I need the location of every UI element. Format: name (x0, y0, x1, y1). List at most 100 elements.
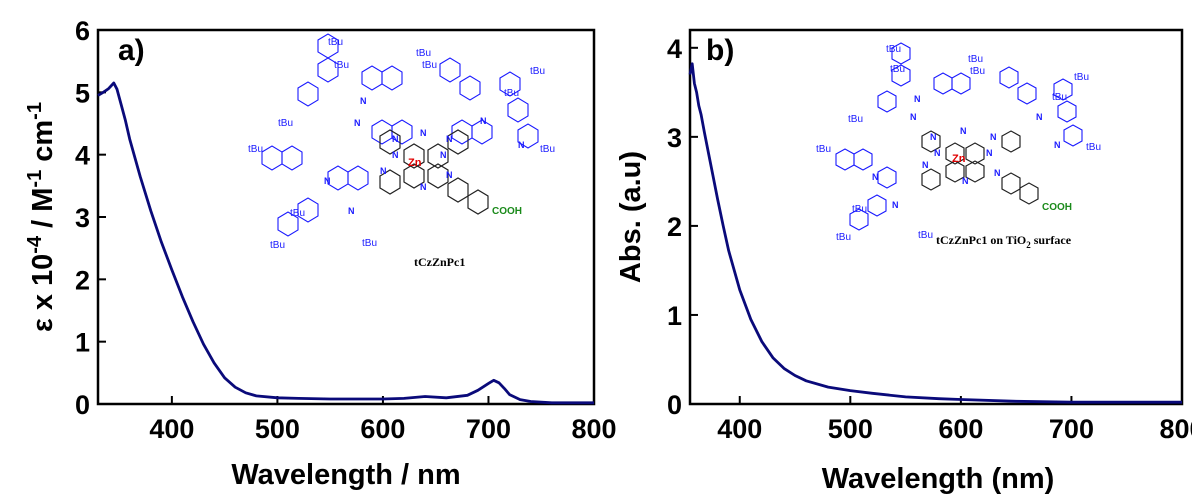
nitrogen-b-6: N (922, 160, 929, 170)
nitrogen-a-2: N (420, 128, 427, 138)
nitrogen-a-4: N (392, 150, 399, 160)
tbu-label-b-11: tBu (836, 232, 851, 243)
nitrogen-a-7: N (420, 182, 427, 192)
x-tick-label-b-2: 600 (938, 414, 983, 444)
molecule-structure-a: Zn N N N N N N N N N N N N N N COOH tBu … (248, 33, 555, 269)
x-tick-label-a-0: 400 (149, 414, 194, 444)
tbu-label-a-5: tBu (530, 66, 545, 77)
structure-caption-a: tCzZnPc1 (414, 255, 465, 269)
tbu-label-a-10: tBu (290, 208, 305, 219)
tbu-label-a-7: tBu (278, 118, 293, 129)
y-tick-label-b-2: 2 (667, 212, 682, 242)
y-axis-label-a-exp3: -1 (24, 102, 46, 120)
nitrogen-b-5: N (986, 148, 993, 158)
nitrogen-b-4: N (934, 148, 941, 158)
chart-b: 400 500 600 700 800 0 1 2 3 4 b) Wavelength (nm)… (615, 28, 1192, 495)
tbu-label-a-1: tBu (328, 37, 343, 48)
tbu-label-a-3: tBu (416, 48, 431, 59)
chart-a: 400 500 600 700 800 0 1 2 3 4 5 6 a) Wavelength / … (24, 16, 617, 491)
nitrogen-a-8: N (446, 170, 453, 180)
tbu-label-b-5: tBu (1074, 72, 1089, 83)
nitrogen-a-11: N (518, 140, 525, 150)
tbu-label-a-6: tBu (504, 88, 519, 99)
tbu-label-a-12: tBu (362, 238, 377, 249)
nitrogen-b-3: N (990, 132, 997, 142)
y-axis-label-a-unit2: cm (27, 120, 59, 170)
plot-frame-b (688, 28, 1184, 406)
y-axis-label-a-main: ε x 10 (27, 254, 59, 332)
y-axis-label-a-exp2: -1 (24, 170, 46, 188)
x-tick-label-a-2: 600 (360, 414, 405, 444)
nitrogen-b-2: N (960, 126, 967, 136)
x-axis-label-a: Wavelength / nm (231, 459, 460, 491)
zinc-atom-a: Zn (408, 157, 422, 169)
y-ticks-a: 0 1 2 3 4 5 6 (75, 16, 106, 420)
nitrogen-b-10: N (1036, 112, 1043, 122)
y-axis-label-a: ε x 10-4 / M-1 cm-1 (24, 102, 59, 332)
nitrogen-a-10: N (480, 116, 487, 126)
tbu-label-b-3: tBu (968, 54, 983, 65)
nitrogen-b-11: N (1054, 140, 1061, 150)
y-tick-label-a-5: 5 (75, 78, 90, 108)
x-tick-label-a-1: 500 (255, 414, 300, 444)
y-tick-label-b-4: 4 (667, 34, 682, 64)
nitrogen-a-5: N (440, 150, 447, 160)
y-tick-label-b-3: 3 (667, 123, 682, 153)
nitrogen-a-12: N (324, 176, 331, 186)
spectrum-line-a (97, 81, 594, 405)
tbu-label-b-9: tBu (816, 144, 831, 155)
nitrogen-b-1: N (930, 132, 937, 142)
y-ticks-b: 0 1 2 3 4 (667, 34, 698, 420)
tbu-label-b-7: tBu (848, 114, 863, 125)
nitrogen-b-12: N (872, 172, 879, 182)
nitrogen-b-9: N (910, 112, 917, 122)
spectrum-line-b (688, 62, 1182, 404)
nitrogen-b-8: N (994, 168, 1001, 178)
y-tick-label-a-0: 0 (75, 390, 90, 420)
x-tick-label-b-1: 500 (828, 414, 873, 444)
nitrogen-b-13: N (892, 200, 899, 210)
tbu-label-a-9: tBu (248, 144, 263, 155)
y-tick-label-a-1: 1 (75, 328, 90, 358)
y-tick-label-a-2: 2 (75, 265, 90, 295)
nitrogen-a-3: N (446, 134, 453, 144)
y-tick-label-a-6: 6 (75, 16, 90, 46)
x-tick-label-b-3: 700 (1049, 414, 1094, 444)
x-ticks-a: 400 500 600 700 800 (149, 396, 617, 444)
tbu-label-b-6: tBu (1052, 92, 1067, 103)
x-tick-label-b-4: 800 (1159, 414, 1192, 444)
tbu-label-a-11: tBu (270, 240, 285, 251)
structure-caption-b-sub: 2 (1026, 240, 1031, 250)
tbu-label-b-10: tBu (852, 204, 867, 215)
molecule-structure-b: Zn N N N N N N N N N N N N N N COOH tBu … (816, 42, 1101, 250)
panel-label-b: b) (706, 34, 734, 67)
nitrogen-b-14: N (914, 94, 921, 104)
nitrogen-a-9: N (354, 118, 361, 128)
x-tick-label-a-4: 800 (571, 414, 616, 444)
nitrogen-b-7: N (962, 176, 969, 186)
tbu-label-b-8: tBu (1086, 142, 1101, 153)
y-axis-label-a-exp: -4 (24, 235, 46, 254)
tbu-label-b-4: tBu (970, 66, 985, 77)
tbu-label-b-12: tBu (918, 230, 933, 241)
structure-caption-b: tCzZnPc1 on TiO2 surface (936, 233, 1072, 250)
structure-caption-b-tail: surface (1031, 233, 1072, 247)
y-tick-label-a-3: 3 (75, 203, 90, 233)
tbu-label-a-4: tBu (422, 60, 437, 71)
nitrogen-a-1: N (392, 134, 399, 144)
nitrogen-a-13: N (348, 206, 355, 216)
nitrogen-a-14: N (360, 96, 367, 106)
x-tick-label-a-3: 700 (466, 414, 511, 444)
y-tick-label-a-4: 4 (75, 141, 90, 171)
y-tick-label-b-1: 1 (667, 301, 682, 331)
tbu-label-a-8: tBu (540, 144, 555, 155)
y-tick-label-b-0: 0 (667, 390, 682, 420)
x-tick-label-b-0: 400 (717, 414, 762, 444)
tbu-label-a-2: tBu (334, 60, 349, 71)
y-axis-label-b: Abs. (a.u) (615, 151, 647, 283)
carboxyl-label-b: COOH (1042, 202, 1072, 213)
x-ticks-b: 400 500 600 700 800 (717, 396, 1192, 444)
y-axis-label-a-unit: / M (27, 188, 59, 236)
panel-label-a: a) (118, 34, 145, 67)
